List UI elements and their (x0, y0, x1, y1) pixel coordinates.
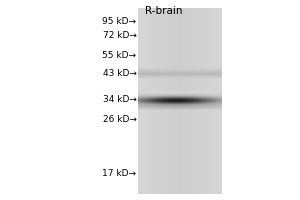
Text: 26 kD→: 26 kD→ (103, 116, 136, 124)
Text: R-brain: R-brain (145, 6, 182, 16)
Text: 55 kD→: 55 kD→ (103, 51, 136, 60)
Text: 72 kD→: 72 kD→ (103, 31, 136, 40)
Text: 95 kD→: 95 kD→ (103, 18, 136, 26)
Text: 34 kD→: 34 kD→ (103, 96, 136, 104)
Text: 43 kD→: 43 kD→ (103, 70, 136, 78)
Text: 17 kD→: 17 kD→ (103, 170, 136, 178)
